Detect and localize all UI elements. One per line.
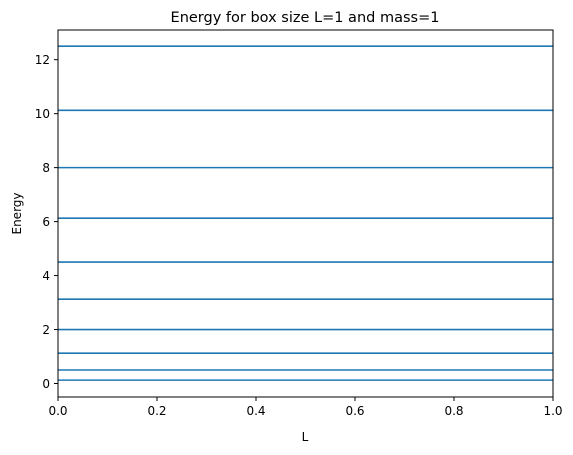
y-axis-label: Energy xyxy=(10,192,24,234)
y-axis: 0 2 4 6 8 10 12 xyxy=(35,53,58,391)
x-axis-label: L xyxy=(302,430,309,444)
plot-frame xyxy=(57,29,554,398)
y-tick-label: 12 xyxy=(35,53,50,67)
x-tick-label: 0.2 xyxy=(147,404,166,418)
x-tick-label: 0.6 xyxy=(345,404,364,418)
y-tick-label: 0 xyxy=(42,377,50,391)
y-tick-label: 6 xyxy=(42,215,50,229)
x-tick-label: 0.4 xyxy=(246,404,265,418)
x-tick-label: 0.8 xyxy=(444,404,463,418)
chart-title: Energy for box size L=1 and mass=1 xyxy=(171,10,440,26)
y-tick-label: 2 xyxy=(42,323,50,337)
energy-levels xyxy=(58,45,553,381)
y-tick-label: 4 xyxy=(42,269,50,283)
x-tick-label: 0.0 xyxy=(48,404,67,418)
x-axis: 0.0 0.2 0.4 0.6 0.8 1.0 xyxy=(48,397,563,418)
y-tick-label: 8 xyxy=(42,161,50,175)
x-tick-label: 1.0 xyxy=(543,404,562,418)
y-tick-label: 10 xyxy=(35,107,50,121)
